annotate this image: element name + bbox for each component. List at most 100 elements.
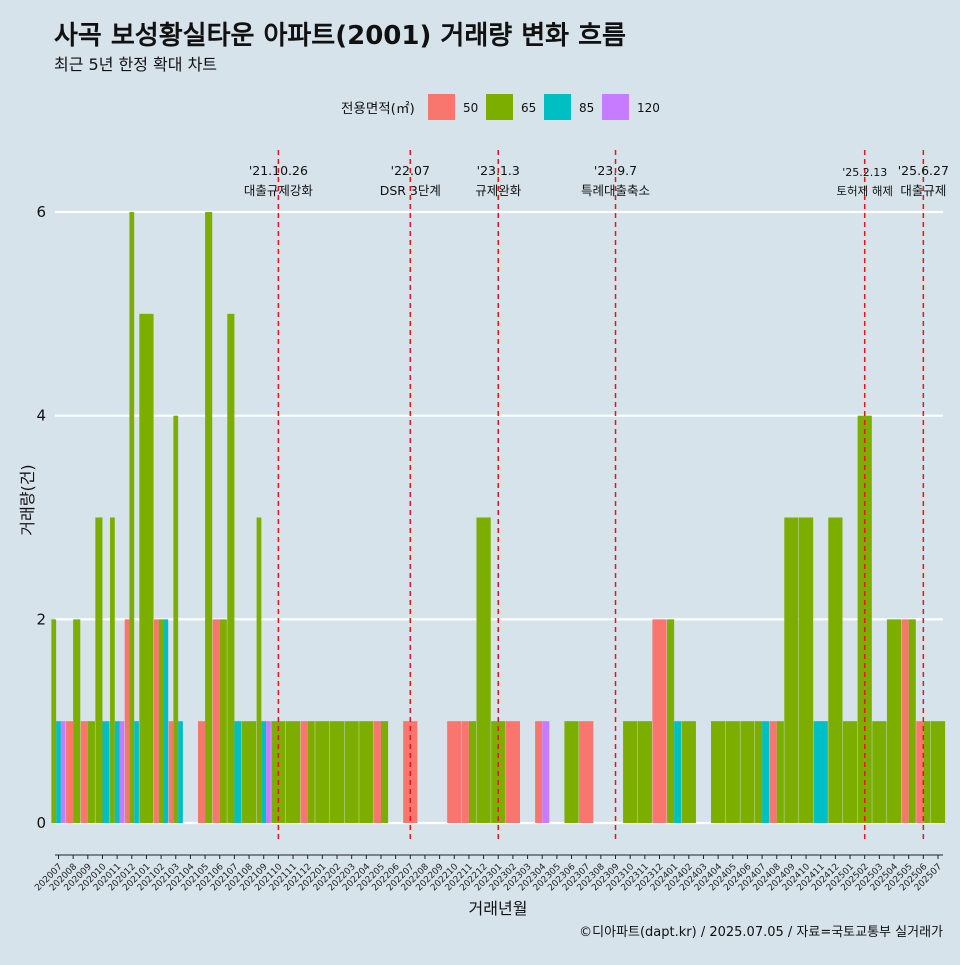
x-axis-title: 거래년월: [469, 899, 528, 918]
annotation-date: '22.07: [391, 163, 430, 178]
bar-202109-s65: [256, 517, 262, 823]
annotation-label: 대출규제강화: [244, 183, 314, 198]
legend-swatch-65: [486, 94, 513, 120]
bar-202412-s65: [828, 517, 843, 823]
bar-202307-s50: [579, 721, 594, 823]
legend-swatch-120: [602, 94, 629, 120]
bar-202401-s65: [667, 619, 675, 823]
annotation-date: '25.6.27: [898, 163, 949, 178]
bar-202102-s85: [163, 619, 169, 823]
bar-202304-s50: [535, 721, 543, 823]
bar-202112-s50: [300, 721, 308, 823]
bar-202007-s120: [60, 721, 66, 823]
bar-202407-s85: [762, 721, 770, 823]
chart-subtitle: 최근 5년 한정 확대 차트: [54, 55, 217, 74]
bar-202505-s50: [901, 619, 909, 823]
bar-202103-s65: [173, 415, 179, 823]
bar-202501-s65: [842, 721, 858, 823]
bar-202507-s65: [930, 721, 946, 823]
bar-202102-s50: [153, 619, 159, 823]
bar-202107-s65: [227, 313, 235, 823]
bar-202408-s50: [769, 721, 777, 823]
bar-202105-s50: [197, 721, 206, 823]
annotation-date: '23.9.7: [594, 163, 637, 178]
bar-202010-s65: [95, 517, 103, 823]
bar-202506-s65: [923, 721, 931, 823]
bar-202401-s85: [674, 721, 682, 823]
bar-202211-s65: [468, 721, 477, 823]
bar-202201-s65: [315, 721, 330, 823]
y-tick-label: 2: [36, 610, 46, 628]
bar-202311-s65: [637, 721, 652, 823]
y-tick-label: 0: [36, 814, 46, 832]
bar-202410-s65: [798, 517, 814, 823]
bar-202105-s65: [205, 212, 213, 823]
y-tick-label: 4: [36, 407, 46, 425]
bar-202103-s85: [178, 721, 183, 823]
bar-202010-s85: [102, 721, 110, 823]
bar-202407-s65: [754, 721, 763, 823]
bar-202306-s65: [564, 721, 579, 823]
annotation-label: 규제완화: [475, 183, 522, 198]
bar-202205-s65: [380, 721, 389, 823]
bar-202011-s85: [114, 721, 120, 823]
bar-202112-s65: [307, 721, 315, 823]
annotation-date: '25.2.13: [842, 166, 887, 179]
annotation-label: 토허제 해제: [836, 184, 893, 198]
annotation-date: '21.10.26: [249, 163, 308, 178]
bar-202506-s50: [916, 721, 924, 823]
bar-202008-s65: [73, 619, 81, 823]
legend-label-50: 50: [463, 101, 478, 115]
bar-202205-s50: [373, 721, 381, 823]
bar-202007-s85: [56, 721, 61, 823]
legend-title: 전용면적(㎡): [341, 101, 415, 117]
bar-202109-s120: [266, 721, 271, 823]
bar-202011-s65: [110, 517, 115, 823]
annotation-date: '23.1.3: [477, 163, 520, 178]
bar-202108-s65: [241, 721, 257, 823]
bar-202103-s50: [168, 721, 174, 823]
bar-202012-s65: [129, 212, 135, 823]
bar-202009-s50: [80, 721, 88, 823]
bar-202504-s65: [886, 619, 902, 823]
bar-202210-s50: [447, 721, 462, 823]
bar-202310-s65: [623, 721, 638, 823]
bar-202202-s65: [329, 721, 345, 823]
bar-202503-s65: [872, 721, 887, 823]
bar-202312-s50: [652, 619, 667, 823]
bar-202012-s50: [124, 619, 130, 823]
bar-202111-s65: [285, 721, 301, 823]
bar-202011-s120: [119, 721, 125, 823]
bar-202505-s65: [908, 619, 916, 823]
bar-202109-s85: [261, 721, 267, 823]
chart-title: 사곡 보성황실타운 아파트(2001) 거래량 변화 흐름: [54, 21, 626, 51]
bar-202408-s65: [776, 721, 784, 823]
bar-202405-s65: [725, 721, 740, 823]
bar-202203-s65: [344, 721, 359, 823]
bar-202212-s65: [476, 517, 491, 823]
bar-202007-s65: [51, 619, 57, 823]
bar-202106-s65: [219, 619, 227, 823]
legend-label-85: 85: [579, 101, 594, 115]
bar-202211-s50: [461, 721, 469, 823]
bar-202404-s65: [711, 721, 726, 823]
chart-caption: ©디아파트(dapt.kr) / 2025.07.05 / 자료=국토교통부 실…: [579, 925, 943, 940]
bar-202402-s65: [681, 721, 696, 823]
annotation-label: 대출규제: [900, 183, 946, 198]
bar-202008-s50: [66, 721, 74, 823]
bar-202304-s120: [542, 721, 550, 823]
annotation-label: 특례대출축소: [581, 183, 650, 198]
annotation-label: DSR 3단계: [380, 183, 441, 198]
bar-202101-s65: [139, 313, 154, 823]
bar-202009-s65: [87, 721, 95, 823]
bar-202102-s65: [158, 619, 164, 823]
bar-202411-s85: [813, 721, 828, 823]
bar-202106-s50: [212, 619, 220, 823]
bar-202409-s65: [784, 517, 799, 823]
bar-202406-s65: [740, 721, 755, 823]
bar-202012-s85: [134, 721, 139, 823]
legend-swatch-85: [544, 94, 571, 120]
legend-label-120: 120: [637, 101, 660, 115]
